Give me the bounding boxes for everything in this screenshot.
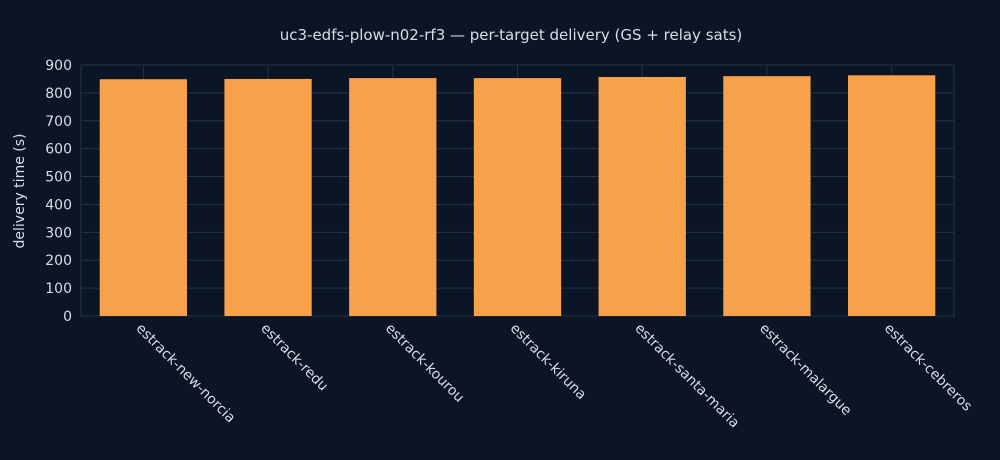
bar-estrack-new-norcia <box>99 79 188 317</box>
chart-title: uc3-edfs-plow-n02-rf3 — per-target deliv… <box>280 26 743 44</box>
bar-estrack-cebreros <box>847 75 936 317</box>
bar-estrack-malargue <box>723 76 811 317</box>
y-tick-labels: 0 100 200 300 400 500 600 700 800 900 <box>45 58 72 325</box>
y-tick-label: 600 <box>45 142 72 158</box>
y-tick-label: 300 <box>45 225 72 241</box>
x-tick-labels: estrack-new-norcia estrack-redu estrack-ko… <box>133 321 975 432</box>
y-tick-label: 700 <box>45 114 72 130</box>
x-tick-label: estrack-santa-maria <box>631 321 742 432</box>
bar-estrack-kourou <box>349 78 437 316</box>
x-tick-label: estrack-kourou <box>382 321 467 406</box>
y-tick-label: 500 <box>45 170 72 186</box>
x-tick-label: estrack-cebreros <box>881 321 975 415</box>
y-tick-label: 800 <box>45 86 72 102</box>
x-tick-label: estrack-redu <box>257 321 331 395</box>
bars <box>99 75 936 317</box>
x-tick-label: estrack-new-norcia <box>133 321 239 427</box>
y-tick-label: 400 <box>45 197 72 213</box>
bar-estrack-kiruna <box>473 78 562 316</box>
y-tick-label: 900 <box>45 58 72 74</box>
x-tick-label: estrack-malargue <box>756 321 854 419</box>
bar-estrack-santa-maria <box>598 76 686 317</box>
x-tick-label: estrack-kiruna <box>507 321 589 403</box>
bar-estrack-redu <box>224 78 312 316</box>
y-tick-label: 200 <box>45 253 72 269</box>
y-tick-label: 0 <box>63 309 72 325</box>
y-axis-label: delivery time (s) <box>12 134 28 249</box>
y-tick-label: 100 <box>45 281 72 297</box>
